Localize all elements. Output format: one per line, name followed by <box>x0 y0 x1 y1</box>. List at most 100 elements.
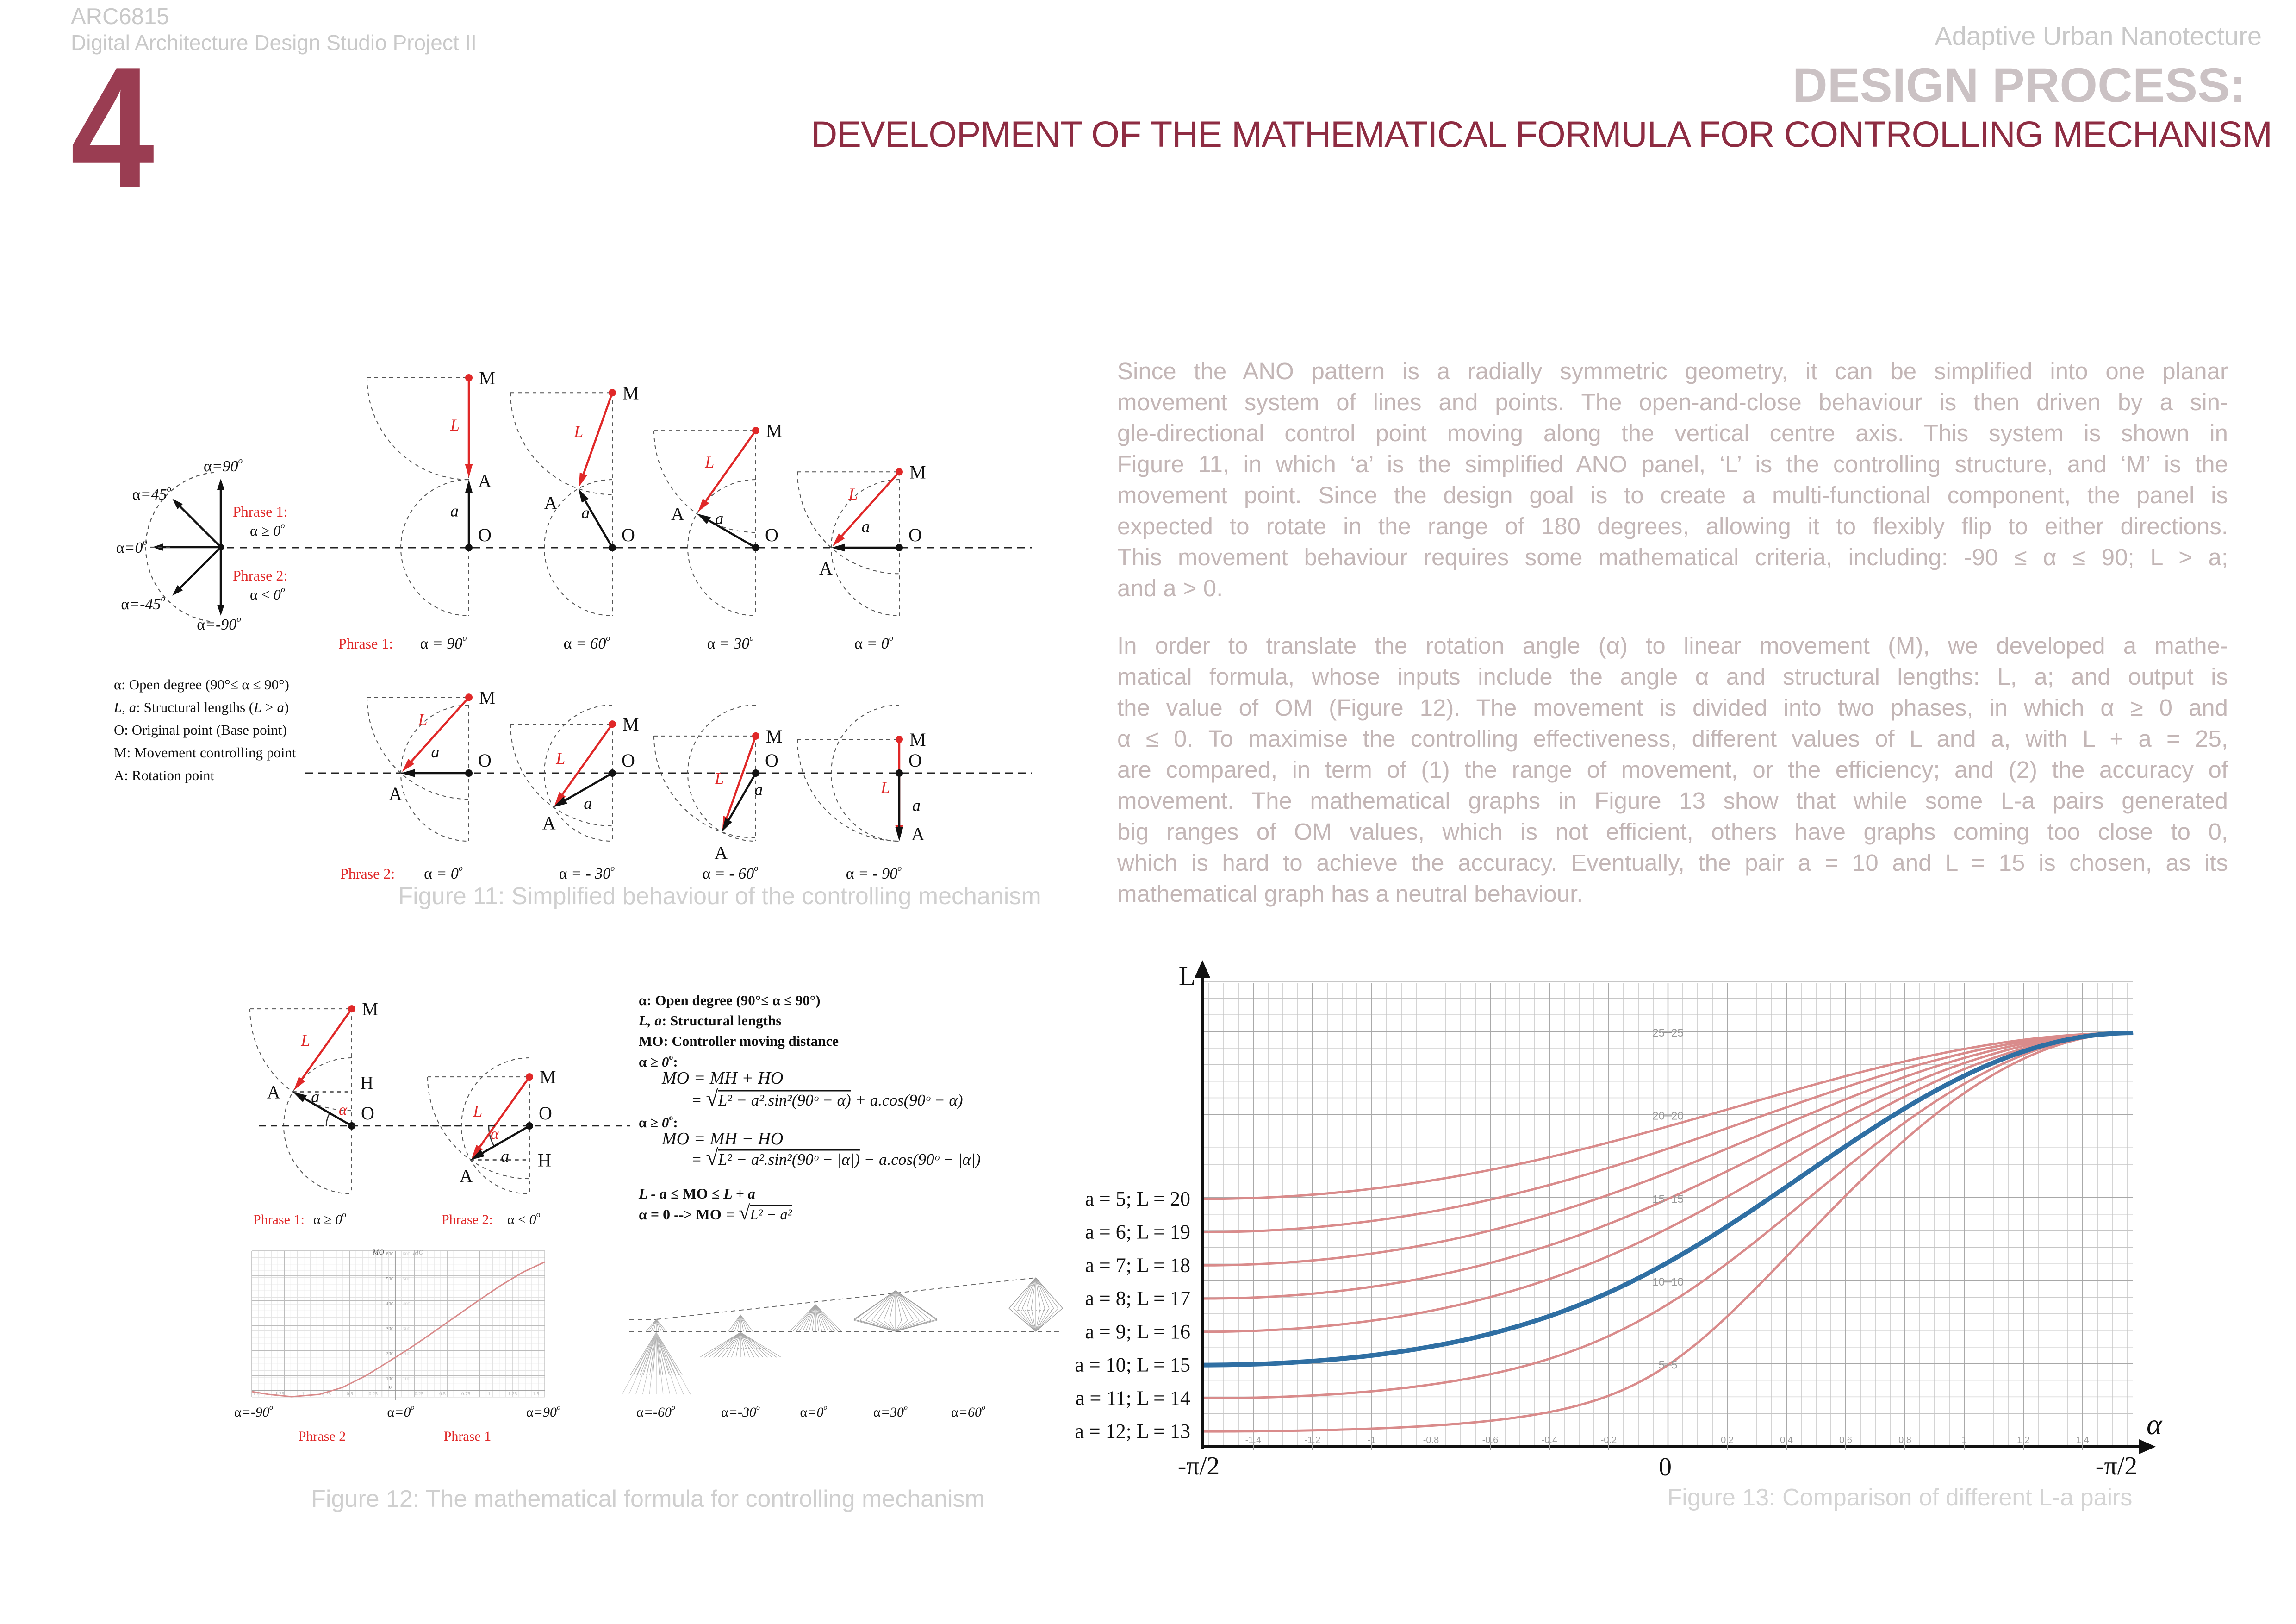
svg-text:A: A <box>544 493 558 513</box>
svg-text:M: M <box>909 462 926 482</box>
svg-text:0.4: 0.4 <box>1780 1435 1793 1445</box>
svg-text:Phrase 2:: Phrase 2: <box>442 1212 493 1227</box>
svg-text:L: L <box>473 1102 482 1120</box>
svg-text:100: 100 <box>386 1376 394 1382</box>
svg-text:α = - 90o: α = - 90o <box>846 863 902 882</box>
svg-text:α=-45o: α=-45o <box>121 594 165 613</box>
svg-text:α=90o: α=90o <box>526 1404 560 1420</box>
svg-text:O: O <box>908 525 922 545</box>
svg-text:H: H <box>360 1073 373 1093</box>
svg-text:= √L² − a².sin²(90ᵒ − |α|) − a: = √L² − a².sin²(90ᵒ − |α|) − a.cos(90ᵒ −… <box>691 1145 981 1170</box>
svg-text:α=-30o: α=-30o <box>721 1404 760 1420</box>
svg-text:A: A <box>911 824 925 844</box>
svg-text:M: M <box>362 999 379 1019</box>
svg-text:L: L <box>714 769 724 788</box>
svg-text:20: 20 <box>1671 1110 1684 1122</box>
svg-text:O: O <box>908 750 922 771</box>
svg-text:M: M <box>479 687 496 708</box>
svg-text:A: Rotation point: A: Rotation point <box>114 767 214 783</box>
svg-text:-π/2: -π/2 <box>2096 1452 2137 1480</box>
svg-text:300: 300 <box>403 1326 411 1332</box>
svg-text:O: O <box>478 525 492 545</box>
svg-text:1.25: 1.25 <box>508 1391 517 1397</box>
svg-text:H: H <box>538 1150 551 1171</box>
svg-text:MO: MO <box>372 1249 384 1256</box>
svg-text:-0.6: -0.6 <box>1482 1435 1498 1445</box>
svg-text:α ≥ 0o: α ≥ 0o <box>313 1210 346 1227</box>
svg-text:O: O <box>478 750 492 771</box>
svg-text:100: 100 <box>403 1376 411 1382</box>
svg-text:L: L <box>573 422 583 441</box>
svg-text:M: M <box>622 714 639 735</box>
svg-text:α=-90o: α=-90o <box>234 1404 273 1420</box>
svg-text:0.8: 0.8 <box>1898 1435 1911 1445</box>
svg-text:A: A <box>478 470 492 491</box>
svg-text:O: Original point (Base point): O: Original point (Base point) <box>114 722 287 738</box>
svg-text:a: a <box>715 509 723 528</box>
svg-text:M: M <box>622 382 639 403</box>
svg-text:M: Movement controlling point: M: Movement controlling point <box>114 744 296 761</box>
svg-text:Phrase 1:: Phrase 1: <box>253 1212 305 1227</box>
svg-text:-π/2: -π/2 <box>1178 1452 1220 1480</box>
svg-text:A: A <box>267 1082 280 1103</box>
svg-text:α ≥ 0o: α ≥ 0o <box>250 521 285 539</box>
svg-text:300: 300 <box>386 1326 394 1332</box>
svg-text:0: 0 <box>1659 1453 1672 1481</box>
svg-text:α=0o: α=0o <box>116 537 147 556</box>
svg-text:α=90o: α=90o <box>204 456 243 475</box>
svg-text:O: O <box>622 525 635 545</box>
svg-text:-0.4: -0.4 <box>1542 1435 1557 1445</box>
svg-text:L: L <box>300 1031 310 1049</box>
svg-text:a: a <box>584 794 592 812</box>
svg-text:a: a <box>431 743 440 761</box>
svg-text:α: α <box>491 1125 499 1143</box>
svg-text:MO: Controller moving distance: MO: Controller moving distance <box>639 1033 839 1049</box>
svg-text:10: 10 <box>1652 1276 1665 1288</box>
svg-text:α=0o: α=0o <box>800 1404 828 1420</box>
svg-text:α ≥ 0o:: α ≥ 0o: <box>639 1113 678 1131</box>
svg-text:-0.75: -0.75 <box>320 1391 331 1397</box>
svg-text:5: 5 <box>1671 1359 1677 1372</box>
svg-text:O: O <box>622 750 635 771</box>
svg-text:a: a <box>912 796 921 815</box>
svg-text:O: O <box>361 1103 374 1124</box>
svg-text:A: A <box>542 813 556 834</box>
svg-text:600: 600 <box>386 1251 394 1257</box>
svg-text:M: M <box>479 368 496 388</box>
svg-text:MO = MH + HO: MO = MH + HO <box>661 1068 783 1088</box>
svg-text:15: 15 <box>1671 1193 1684 1206</box>
svg-text:α = 0o: α = 0o <box>424 863 463 882</box>
svg-text:A: A <box>671 504 684 525</box>
svg-text:a = 8; L = 17: a = 8; L = 17 <box>1085 1287 1190 1310</box>
svg-text:Phrase 1: Phrase 1 <box>444 1429 491 1444</box>
svg-text:a: a <box>501 1147 509 1165</box>
svg-text:α < 0o: α < 0o <box>250 585 285 603</box>
svg-text:α=0o: α=0o <box>387 1404 415 1420</box>
svg-text:L - a ≤ MO ≤ L + a: L - a ≤ MO ≤ L + a <box>638 1185 755 1202</box>
svg-text:-0.5: -0.5 <box>345 1391 353 1397</box>
svg-text:M: M <box>766 420 783 441</box>
svg-text:a = 12; L = 13: a = 12; L = 13 <box>1075 1420 1190 1443</box>
svg-text:0.6: 0.6 <box>1839 1435 1852 1445</box>
svg-text:α: α <box>2147 1408 2163 1441</box>
svg-text:1: 1 <box>488 1391 491 1397</box>
svg-text:a = 5; L = 20: a = 5; L = 20 <box>1085 1187 1190 1210</box>
svg-text:α: α <box>339 1101 348 1118</box>
svg-text:L: L <box>450 416 460 434</box>
svg-text:600: 600 <box>403 1251 411 1257</box>
svg-text:L, a: Structural lengths (L >: L, a: Structural lengths (L > a) <box>113 699 289 715</box>
svg-text:400: 400 <box>403 1301 411 1307</box>
svg-text:-1.4: -1.4 <box>1245 1435 1261 1445</box>
svg-text:a: a <box>754 781 763 799</box>
svg-text:α < 0o: α < 0o <box>507 1210 541 1227</box>
svg-text:O: O <box>765 525 778 545</box>
svg-text:L, a: Structural lengths: L, a: Structural lengths <box>638 1012 781 1029</box>
svg-text:α: Open degree (90°≤ α ≤ 90°): α: Open degree (90°≤ α ≤ 90°) <box>639 992 820 1008</box>
svg-text:a = 11; L = 14: a = 11; L = 14 <box>1076 1387 1190 1409</box>
svg-text:500: 500 <box>403 1276 411 1282</box>
svg-text:-0.8: -0.8 <box>1423 1435 1439 1445</box>
svg-text:α ≥ 0o:: α ≥ 0o: <box>639 1052 678 1070</box>
svg-text:α=-60o: α=-60o <box>636 1404 675 1420</box>
svg-text:400: 400 <box>386 1301 394 1307</box>
svg-text:-0.2: -0.2 <box>1601 1435 1617 1445</box>
